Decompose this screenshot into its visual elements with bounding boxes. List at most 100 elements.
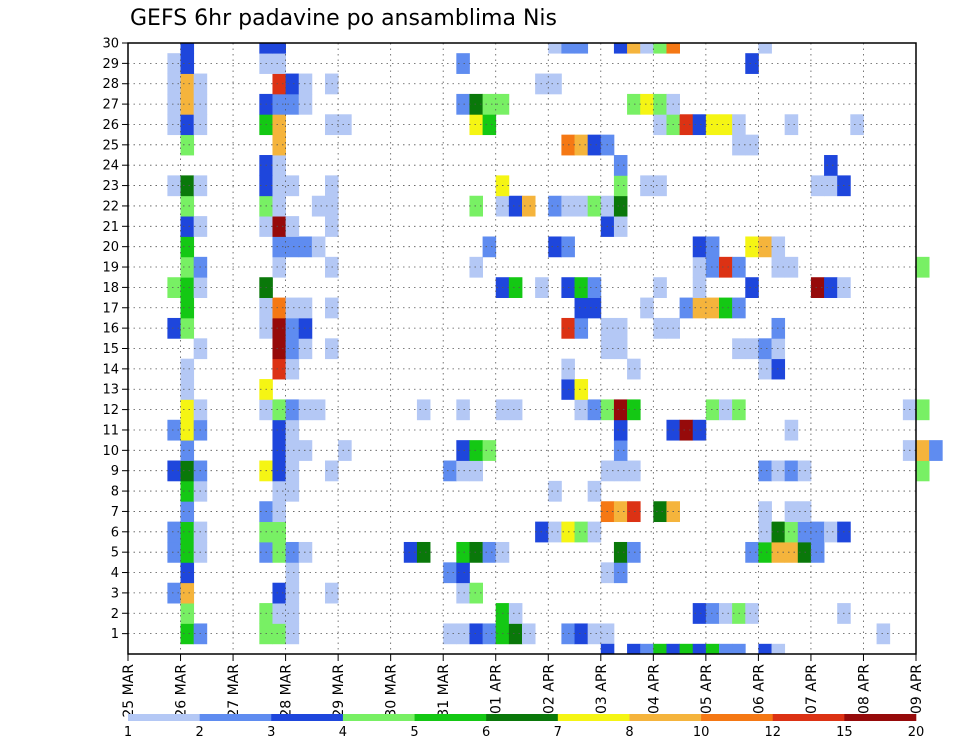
- heatmap-cell: [758, 43, 772, 54]
- heatmap-cell: [627, 358, 641, 380]
- x-axis: 25 MAR 26 MAR 27 MAR 28 MAR 29 MAR 30 MAR 31 M…: [121, 654, 925, 718]
- colorbar-segment: [414, 714, 487, 721]
- y-tick-label: 28: [102, 77, 119, 92]
- heatmap-cell: [259, 43, 273, 54]
- heatmap-cell: [456, 460, 470, 482]
- heatmap-cell: [180, 277, 195, 298]
- heatmap-cell: [929, 440, 943, 461]
- colorbar-segment: [701, 714, 774, 721]
- heatmap-cell: [482, 236, 497, 258]
- heatmap-cell: [810, 541, 825, 563]
- heatmap-cell: [469, 256, 483, 278]
- heatmap-cell: [456, 53, 470, 74]
- heatmap-cell: [167, 53, 181, 74]
- heatmap-cell: [574, 623, 589, 645]
- x-tick-label: 25 MAR: [121, 664, 137, 718]
- x-tick-label: 01 APR: [489, 664, 505, 714]
- colorbar-label: 20: [908, 725, 925, 740]
- heatmap-cell: [745, 541, 759, 563]
- heatmap-cell: [653, 93, 667, 115]
- heatmap-cell: [272, 623, 286, 645]
- x-tick-label: 08 APR: [856, 664, 872, 714]
- heatmap-cell: [692, 114, 707, 136]
- heatmap-cell: [180, 358, 195, 380]
- heatmap-cell: [587, 480, 602, 502]
- heatmap-cell: [508, 195, 523, 217]
- heatmap-cell: [482, 93, 497, 115]
- heatmap-cell: [705, 603, 720, 624]
- heatmap-cell: [272, 582, 286, 604]
- colorbar-label: 8: [625, 725, 633, 740]
- heatmap-cell: [167, 277, 181, 298]
- heatmap-cell: [653, 501, 667, 523]
- heatmap-cell: [272, 53, 286, 74]
- heatmap-cell: [311, 195, 326, 217]
- heatmap-cell: [508, 603, 523, 624]
- heatmap-cell: [272, 216, 286, 237]
- heatmap-cell: [180, 521, 195, 543]
- heatmap-cell: [548, 195, 562, 217]
- heatmap-cell: [561, 43, 575, 54]
- colorbar-segment: [557, 714, 630, 721]
- y-tick-label: 15: [102, 342, 119, 357]
- heatmap-cell: [272, 338, 286, 360]
- heatmap-cell: [285, 419, 300, 441]
- heatmap-cell: [916, 440, 930, 461]
- heatmap-cell: [745, 53, 759, 74]
- heatmap-cell: [180, 175, 195, 197]
- heatmap-cell: [272, 256, 286, 278]
- heatmap-cell: [719, 114, 733, 136]
- heatmap-cell: [469, 195, 483, 217]
- y-tick-label: 14: [102, 362, 119, 377]
- heatmap-cell: [403, 541, 418, 563]
- heatmap-cell: [679, 643, 694, 655]
- heatmap-cell: [443, 623, 457, 645]
- heatmap-cell: [627, 541, 641, 563]
- heatmap-cell: [180, 603, 195, 624]
- heatmap-cell: [574, 521, 589, 543]
- x-tick-label: 07 APR: [804, 664, 820, 714]
- heatmap-cell: [640, 43, 654, 54]
- heatmap-cell: [666, 43, 680, 54]
- heatmap-cell: [548, 236, 562, 258]
- heatmap-cell: [692, 297, 707, 319]
- heatmap-cell: [692, 643, 707, 655]
- colorbar-label: 3: [267, 725, 275, 740]
- colorbar-segment: [342, 714, 415, 721]
- heatmap-cell: [613, 501, 628, 523]
- heatmap-cell: [758, 338, 772, 360]
- heatmap-cell: [482, 623, 497, 645]
- heatmap-cell: [285, 480, 300, 502]
- heatmap-cell: [167, 175, 181, 197]
- heatmap-cell: [272, 175, 286, 197]
- heatmap-cell: [180, 43, 195, 54]
- heatmap-cell: [679, 297, 694, 319]
- heatmap-cell: [758, 236, 772, 258]
- colorbar-label: 10: [693, 725, 710, 740]
- heatmap-cell: [784, 419, 799, 441]
- heatmap-cell: [653, 277, 667, 298]
- heatmap-cell: [719, 399, 733, 421]
- heatmap-cell: [272, 541, 286, 563]
- heatmap-cell: [574, 277, 589, 298]
- heatmap-cell: [719, 603, 733, 624]
- heatmap-cell: [180, 93, 195, 115]
- heatmap-cell: [285, 175, 300, 197]
- heatmap-cell: [456, 541, 470, 563]
- y-tick-label: 17: [102, 301, 119, 316]
- heatmap-cell: [627, 43, 641, 54]
- heatmap-cell: [548, 521, 562, 543]
- heatmap-cell: [613, 460, 628, 482]
- y-tick-label: 20: [102, 240, 119, 255]
- heatmap-cell: [180, 562, 195, 584]
- y-tick-label: 21: [102, 220, 119, 235]
- y-tick-label: 23: [102, 179, 119, 194]
- heatmap-cell: [784, 460, 799, 482]
- colorbar-label: 2: [195, 725, 203, 740]
- heatmap-cell: [705, 114, 720, 136]
- heatmap-cell: [784, 114, 799, 136]
- heatmap-cell: [587, 195, 602, 217]
- heatmap-cell: [587, 623, 602, 645]
- heatmap-cell: [180, 53, 195, 74]
- heatmap-cell: [548, 43, 562, 54]
